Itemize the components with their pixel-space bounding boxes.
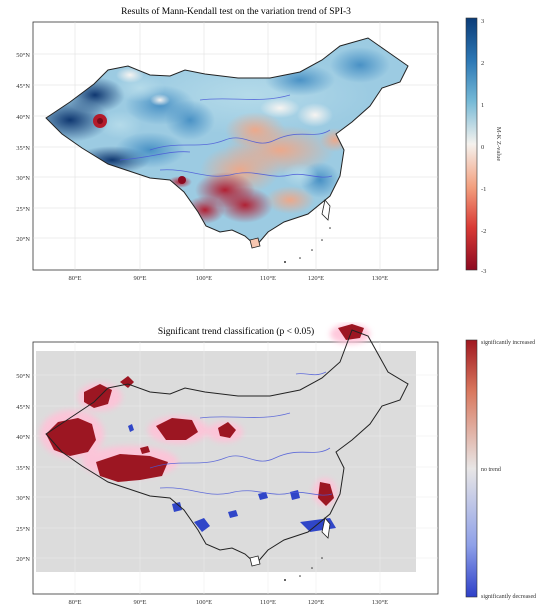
rivers — [149, 371, 333, 496]
colorbar-tick: 0 — [481, 144, 484, 151]
lat-tick: 35°N — [16, 145, 30, 152]
lat-tick-labels: 50°N 45°N 40°N 35°N 30°N 25°N 20°N — [16, 52, 30, 243]
lat-tick: 25°N — [16, 526, 30, 533]
colorbar-label: M-K Z-value — [495, 127, 502, 162]
taiwan-island — [321, 199, 331, 221]
lon-tick-labels: 80°E 90°E 100°E 110°E 120°E 130°E — [68, 599, 388, 606]
lon-tick: 130°E — [372, 599, 388, 606]
colorbar-label-decreased: significantly decreased — [481, 593, 536, 600]
hainan-island — [249, 237, 261, 249]
map-title: Results of Mann-Kendall test on the vari… — [121, 6, 351, 17]
south-sea-islands — [284, 227, 331, 263]
lon-tick: 100°E — [196, 275, 212, 282]
colorbar — [465, 339, 478, 598]
mk-z-map-panel: Results of Mann-Kendall test on the vari… — [0, 0, 550, 290]
colorbar-tick: 3 — [481, 18, 484, 25]
significance-map-panel: Significant trend classification (p < 0.… — [0, 322, 550, 609]
lat-tick-labels: 50°N 45°N 40°N 35°N 30°N 25°N 20°N — [16, 373, 30, 563]
lon-tick-labels: 80°E 90°E 100°E 110°E 120°E 130°E — [68, 275, 388, 282]
lon-tick: 80°E — [68, 599, 81, 606]
lon-tick: 120°E — [308, 599, 324, 606]
colorbar — [465, 17, 478, 271]
lat-tick: 35°N — [16, 465, 30, 472]
colorbar-tick: -3 — [481, 268, 486, 275]
lat-tick: 20°N — [16, 236, 30, 243]
significantly-increased-areas — [46, 324, 364, 506]
lon-tick: 90°E — [133, 275, 146, 282]
lat-tick: 50°N — [16, 373, 30, 380]
lat-tick: 50°N — [16, 52, 30, 59]
colorbar-tick: -1 — [481, 186, 486, 193]
map-title: Significant trend classification (p < 0.… — [158, 326, 314, 337]
lat-tick: 45°N — [16, 404, 30, 411]
lat-tick: 30°N — [16, 495, 30, 502]
colorbar-labels: significantly increased no trend signifi… — [481, 339, 536, 600]
lon-tick: 110°E — [260, 275, 276, 282]
lon-tick: 100°E — [196, 599, 212, 606]
lat-tick: 40°N — [16, 434, 30, 441]
colorbar-tick: 2 — [481, 60, 484, 67]
lat-tick: 20°N — [16, 556, 30, 563]
lon-tick: 90°E — [133, 599, 146, 606]
colorbar-tick: -2 — [481, 228, 486, 235]
lon-tick: 110°E — [260, 599, 276, 606]
colorbar-tick: 1 — [481, 102, 484, 109]
rivers — [119, 94, 333, 178]
hainan-island — [249, 555, 261, 567]
lat-tick: 40°N — [16, 114, 30, 121]
mk-z-map: Results of Mann-Kendall test on the vari… — [16, 6, 502, 282]
lat-tick: 25°N — [16, 206, 30, 213]
lon-tick: 80°E — [68, 275, 81, 282]
south-sea-islands — [284, 557, 323, 581]
taiwan-island — [321, 517, 331, 539]
lon-tick: 130°E — [372, 275, 388, 282]
china-outline — [45, 37, 409, 247]
colorbar-ticks: 3 2 1 0 -1 -2 -3 — [481, 18, 486, 275]
lon-tick: 120°E — [308, 275, 324, 282]
lat-tick: 30°N — [16, 175, 30, 182]
colorbar-label-no-trend: no trend — [481, 467, 501, 473]
colorbar-label-increased: significantly increased — [481, 339, 535, 346]
lat-tick: 45°N — [16, 83, 30, 90]
china-outline — [45, 329, 409, 565]
significance-map: Significant trend classification (p < 0.… — [16, 324, 536, 606]
